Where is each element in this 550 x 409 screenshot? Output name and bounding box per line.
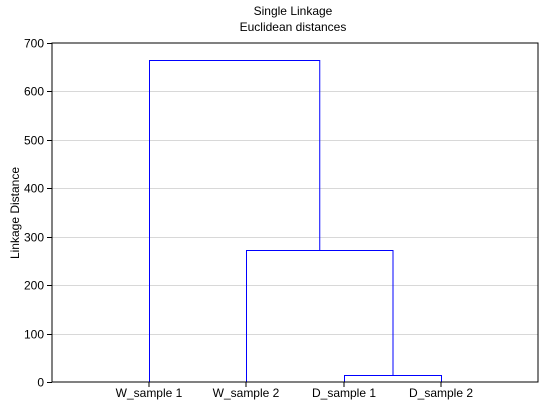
plot-frame — [51, 42, 539, 383]
y-tick-label: 0 — [37, 376, 44, 390]
leaf-label: D_sample 1 — [312, 386, 376, 400]
y-axis-ticks: 0 100 200 300 400 500 600 700 — [24, 37, 52, 390]
leaf-label: W_sample 1 — [116, 386, 183, 400]
y-tick-label: 100 — [24, 328, 44, 342]
y-tick-label: 500 — [24, 134, 44, 148]
y-tick-label: 200 — [24, 279, 44, 293]
x-axis-leaf-labels: W_sample 1 W_sample 2 D_sample 1 D_sample 2 — [116, 382, 473, 400]
y-tick-label: 600 — [24, 85, 44, 99]
dendrogram-link — [246, 250, 394, 383]
chart-subtitle: Euclidean distances — [240, 20, 347, 34]
y-axis-label: Linkage Distance — [8, 167, 22, 259]
dendrogram-link — [149, 60, 321, 383]
leaf-label: W_sample 2 — [213, 386, 280, 400]
grid-lines — [52, 91, 538, 335]
y-tick-label: 400 — [24, 182, 44, 196]
dendrogram-link — [344, 375, 442, 383]
leaf-label: D_sample 2 — [409, 386, 473, 400]
y-tick-label: 300 — [24, 231, 44, 245]
chart-title: Single Linkage — [254, 4, 333, 18]
y-tick-label: 700 — [24, 37, 44, 51]
dendrogram-branches — [149, 60, 442, 383]
